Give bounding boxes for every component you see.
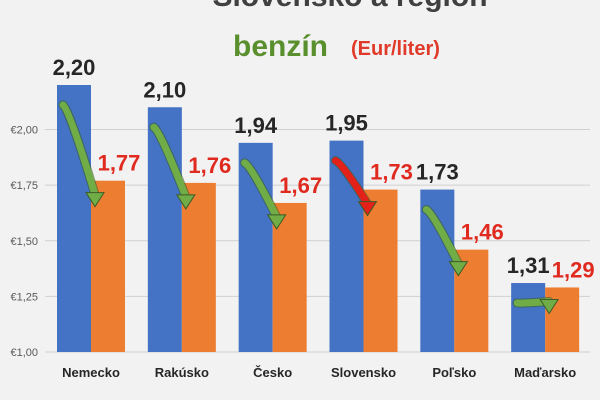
bar-series-a (511, 283, 546, 352)
y-tick-label: €2,00 (10, 125, 38, 137)
y-tick-label: €1,50 (10, 236, 38, 248)
data-label-a: 1,31 (507, 253, 550, 278)
arrow-shaft (59, 101, 99, 199)
x-tick-label: Maďarsko (514, 365, 576, 380)
data-label-a: 1,95 (325, 111, 368, 136)
arrow-shaft (241, 159, 281, 221)
arrow-head (539, 298, 560, 315)
y-tick-label: €1,00 (10, 347, 38, 359)
data-label-b: 1,67 (279, 173, 322, 198)
x-tick-label: Nemecko (62, 365, 120, 380)
x-tick-label: Poľsko (432, 365, 476, 380)
chart-subtitle: benzín (Eur/liter) (233, 30, 440, 63)
x-tick-label: Slovensko (331, 365, 396, 380)
arrow-head (175, 194, 196, 210)
arrow-head (357, 201, 378, 217)
bar-series-b (91, 180, 125, 352)
bar-series-b (363, 189, 398, 352)
arrows (58, 100, 560, 315)
y-tick-label: €1,75 (10, 180, 38, 192)
chart-title: Slovensko a región (212, 0, 487, 13)
data-label-b: 1,29 (552, 257, 595, 282)
data-label-b: 1,46 (461, 220, 504, 245)
x-axis: Nemecko Rakúsko Česko Slovensko Poľsko Maďars… (62, 365, 576, 380)
bar-series-b (272, 202, 307, 352)
arrow-head (85, 192, 105, 208)
arrow-shaft (150, 123, 190, 201)
data-label-b: 1,77 (98, 151, 141, 176)
data-label-b: 1,73 (370, 160, 413, 185)
arrow-shaft (422, 206, 462, 268)
arrow-shaft (332, 157, 371, 208)
data-label-a: 1,73 (416, 160, 459, 185)
y-axis: €1,00 €1,25 €1,50 €1,75 €2,00 (10, 125, 38, 360)
data-label-b: 1,76 (188, 153, 231, 178)
x-tick-label: Česko (253, 365, 292, 380)
subtitle-unit: (Eur/liter) (351, 38, 440, 60)
arrow-head (266, 214, 287, 230)
x-tick-label: Rakúsko (155, 365, 209, 380)
y-tick-label: €1,25 (10, 291, 38, 303)
data-labels: 2,201,772,101,761,941,671,951,73 1,731,46… (53, 55, 595, 282)
data-label-a: 2,10 (143, 77, 186, 102)
bar-series-b (181, 182, 216, 352)
subtitle-text: benzín (233, 30, 328, 63)
data-label-a: 2,20 (53, 55, 96, 80)
arrow-head (448, 261, 469, 277)
bars (57, 85, 580, 352)
gridlines (45, 129, 590, 353)
data-label-a: 1,94 (234, 113, 278, 138)
